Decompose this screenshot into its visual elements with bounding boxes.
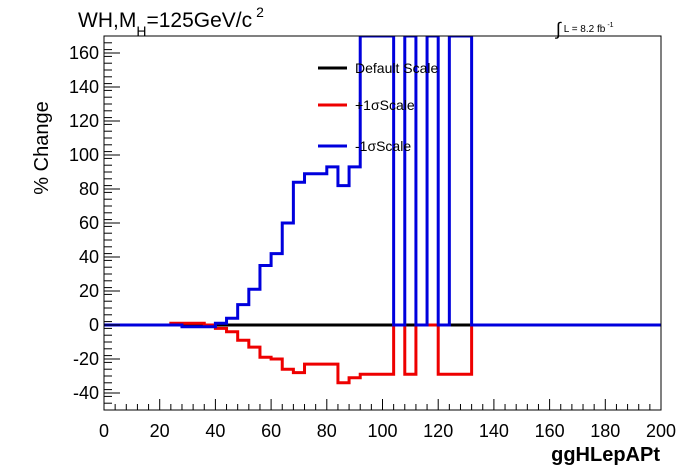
chart-title: WH,MH=125GeV/c 2 bbox=[78, 4, 264, 39]
y-tick-label: 120 bbox=[69, 111, 99, 131]
x-tick-label: 180 bbox=[590, 421, 620, 441]
series-line-2 bbox=[104, 36, 661, 329]
x-tick-label: 160 bbox=[535, 421, 565, 441]
title-subscript: H bbox=[136, 23, 147, 39]
x-tick-label: 200 bbox=[646, 421, 676, 441]
title-main: WH,M bbox=[78, 9, 137, 32]
plot-frame bbox=[103, 35, 662, 411]
lumi-text: L = 8.2 fb bbox=[563, 24, 606, 35]
y-tick-label: 80 bbox=[79, 179, 99, 199]
title-rest: =125GeV/c bbox=[146, 9, 253, 32]
integral-icon: ∫ bbox=[556, 19, 561, 39]
x-tick-label: 100 bbox=[367, 421, 397, 441]
y-tick-label: -40 bbox=[73, 383, 99, 403]
legend: Default Scale +1σScale -1σScale bbox=[318, 60, 438, 154]
x-axis-label: ggHLepAPt bbox=[551, 444, 660, 466]
x-tick-label: 20 bbox=[150, 421, 170, 441]
series-line-1 bbox=[104, 321, 661, 385]
x-tick-label: 80 bbox=[317, 421, 337, 441]
series-layer bbox=[104, 36, 661, 385]
x-tick-label: 120 bbox=[423, 421, 453, 441]
title-superscript: 2 bbox=[256, 4, 264, 20]
x-tick-label: 60 bbox=[261, 421, 281, 441]
y-tick-label: 160 bbox=[69, 43, 99, 63]
lumi-superscript: -1 bbox=[607, 22, 614, 29]
y-axis-label: % Change bbox=[31, 101, 53, 194]
x-tick-label: 40 bbox=[205, 421, 225, 441]
legend-label-1: +1σScale bbox=[355, 97, 415, 113]
y-tick-label: 0 bbox=[89, 315, 99, 335]
y-tick-label: 20 bbox=[79, 281, 99, 301]
x-tick-label: 0 bbox=[99, 421, 109, 441]
x-tick-label: 140 bbox=[479, 421, 509, 441]
y-tick-label: 40 bbox=[79, 247, 99, 267]
legend-label-2: -1σScale bbox=[355, 138, 411, 154]
legend-label-0: Default Scale bbox=[355, 60, 438, 76]
luminosity-label: ∫ L = 8.2 fb -1 bbox=[556, 16, 614, 39]
y-tick-label: 100 bbox=[69, 145, 99, 165]
y-tick-label: -20 bbox=[73, 349, 99, 369]
y-tick-label: 140 bbox=[69, 77, 99, 97]
axis-ticks: 0 20 40 60 80 100 120 140 160 180 200 -40 -20 0 20 40 60… bbox=[69, 35, 676, 441]
y-tick-label: 60 bbox=[79, 213, 99, 233]
